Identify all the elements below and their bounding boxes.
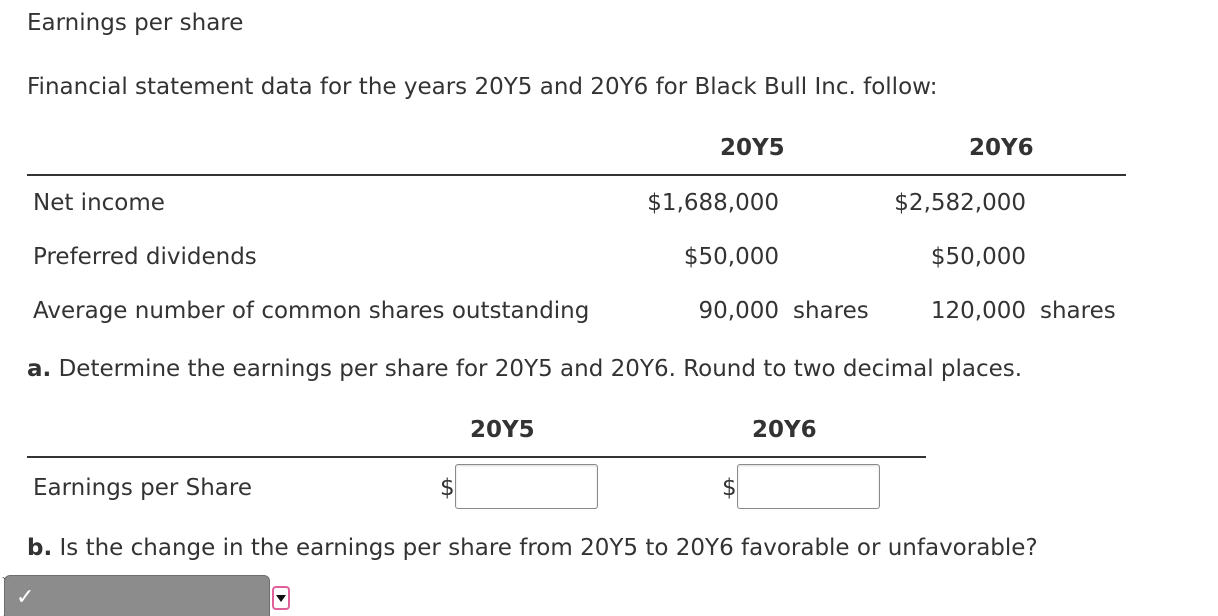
part-b-question: b. Is the change in the earnings per sha… bbox=[27, 535, 1038, 561]
answer-header-rule bbox=[27, 456, 926, 458]
row-label-net-income: Net income bbox=[33, 190, 165, 216]
part-b-prefix: b. bbox=[27, 535, 53, 561]
average-shares-20y6-unit: shares bbox=[1040, 298, 1116, 324]
table-header-rule bbox=[27, 174, 1126, 176]
net-income-20y6: $2,582,000 bbox=[894, 190, 1026, 216]
row-label-preferred-dividends: Preferred dividends bbox=[33, 244, 257, 270]
chevron-down-icon[interactable] bbox=[272, 586, 290, 610]
page-title: Earnings per share bbox=[27, 10, 244, 36]
eps-20y5-currency: $ bbox=[440, 475, 455, 501]
part-a-question: a. Determine the earnings per share for … bbox=[27, 356, 1022, 382]
part-a-prefix: a. bbox=[27, 356, 52, 382]
check-icon: ✓ bbox=[16, 585, 35, 610]
answer-header-20y5: 20Y5 bbox=[470, 417, 535, 443]
eps-20y6-currency: $ bbox=[722, 475, 737, 501]
part-a-text: Determine the earnings per share for 20Y… bbox=[51, 356, 1023, 382]
favorable-unfavorable-dropdown[interactable] bbox=[4, 575, 270, 616]
row-label-average-shares: Average number of common shares outstand… bbox=[33, 298, 590, 324]
row-label-earnings-per-share: Earnings per Share bbox=[33, 475, 253, 501]
average-shares-20y6: 120,000 bbox=[930, 298, 1026, 324]
average-shares-20y5-unit: shares bbox=[793, 298, 869, 324]
preferred-dividends-20y5: $50,000 bbox=[683, 244, 779, 270]
intro-text: Financial statement data for the years 2… bbox=[27, 74, 938, 100]
table-header-20y6: 20Y6 bbox=[969, 135, 1034, 161]
eps-20y5-input[interactable] bbox=[455, 464, 598, 509]
part-b-text: Is the change in the earnings per share … bbox=[52, 535, 1038, 561]
eps-20y6-input[interactable] bbox=[737, 464, 880, 509]
table-header-20y5: 20Y5 bbox=[720, 135, 785, 161]
preferred-dividends-20y6: $50,000 bbox=[930, 244, 1026, 270]
answer-header-20y6: 20Y6 bbox=[752, 417, 817, 443]
net-income-20y5: $1,688,000 bbox=[647, 190, 779, 216]
average-shares-20y5: 90,000 bbox=[698, 298, 779, 324]
